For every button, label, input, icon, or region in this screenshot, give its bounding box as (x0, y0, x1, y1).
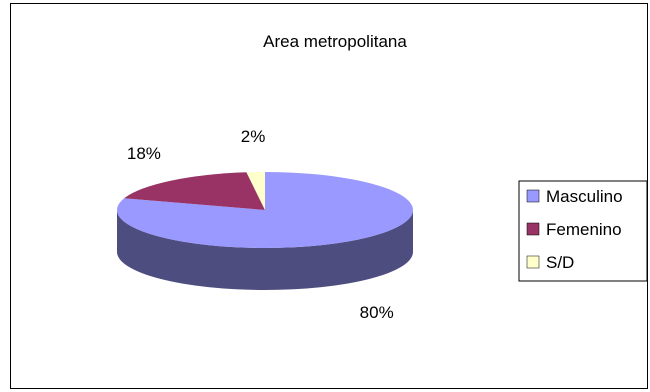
legend-label-masculino: Masculino (546, 187, 623, 206)
pie-slice-masculino (117, 172, 414, 248)
legend-label-s-d: S/D (546, 253, 574, 272)
pie-side-masculino (117, 210, 413, 290)
legend-box (518, 180, 648, 282)
pie-slice-s-d (246, 172, 265, 210)
pie-slices (117, 172, 414, 248)
data-label-femenino: 18% (127, 144, 161, 163)
data-label-s-d: 2% (241, 127, 266, 146)
data-labels: 80% 18% 2% (127, 127, 394, 322)
legend-swatch-masculino (526, 189, 540, 203)
chart-title: Area metropolitana (263, 32, 407, 51)
pie-slice-femenino (124, 172, 265, 210)
legend-swatch-s-d (526, 255, 540, 269)
legend-label-femenino: Femenino (546, 220, 622, 239)
pie-sides (117, 210, 413, 290)
data-label-masculino: 80% (360, 303, 394, 322)
legend: Masculino Femenino S/D (518, 180, 648, 282)
legend-swatch-femenino (526, 222, 540, 236)
